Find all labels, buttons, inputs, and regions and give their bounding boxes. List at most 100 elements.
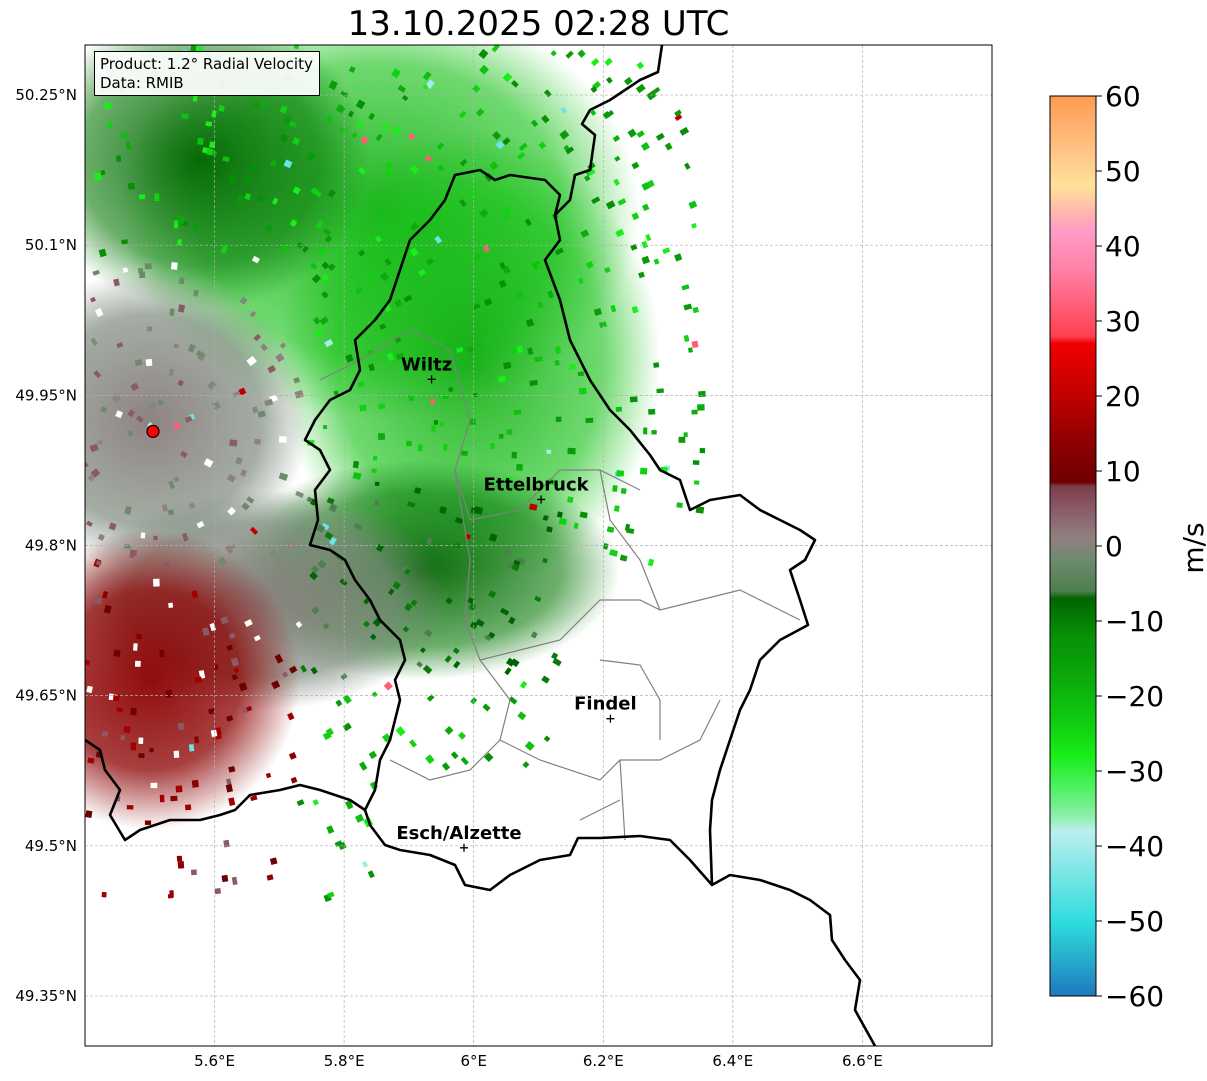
colorbar-scale [1049, 95, 1097, 997]
velocity-bin [133, 643, 138, 651]
velocity-bin [492, 131, 502, 141]
velocity-bin [643, 427, 648, 435]
velocity-bin [439, 422, 444, 427]
velocity-bin [311, 274, 322, 284]
velocity-bin [198, 847, 205, 854]
velocity-bin [248, 165, 257, 174]
velocity-bin [460, 450, 468, 456]
velocity-bin [475, 618, 485, 628]
velocity-bin [391, 68, 401, 79]
colorbar-tick-label: 60 [1105, 80, 1141, 113]
lon-tick-label: 6.2°E [583, 1052, 624, 1070]
colorbar-tick-label: −40 [1105, 830, 1164, 863]
velocity-bin [590, 109, 597, 116]
velocity-bin [518, 142, 528, 151]
velocity-bin [352, 472, 362, 480]
velocity-bin [134, 660, 141, 667]
velocity-bin [120, 735, 126, 740]
velocity-bin [394, 299, 403, 308]
velocity-bin [651, 430, 657, 435]
velocity-bin [93, 596, 103, 605]
velocity-bin [122, 267, 128, 273]
velocity-bin [211, 110, 217, 118]
velocity-bin [278, 472, 289, 481]
velocity-bin [627, 128, 637, 138]
colorbar-tick-label: −10 [1105, 605, 1164, 638]
velocity-bin [95, 560, 102, 566]
velocity-bin [173, 476, 180, 483]
velocity-bin [551, 652, 559, 660]
velocity-bin [579, 511, 588, 519]
velocity-bin [124, 505, 132, 515]
velocity-bin [577, 371, 585, 377]
velocity-bin [368, 363, 376, 372]
velocity-bin [240, 469, 247, 477]
velocity-bin [335, 699, 343, 707]
velocity-bin [354, 813, 365, 823]
velocity-bin [662, 247, 671, 254]
velocity-bin [395, 352, 405, 360]
velocity-bin [552, 657, 562, 667]
velocity-bin [236, 194, 244, 203]
velocity-bin [129, 552, 135, 559]
velocity-bin [145, 358, 153, 367]
velocity-bin [679, 126, 690, 136]
velocity-bin [422, 71, 432, 81]
velocity-bin [416, 661, 423, 668]
velocity-bin [264, 224, 273, 233]
canton-boundaries [319, 329, 801, 841]
plot-frame [84, 44, 993, 1047]
velocity-bin [190, 869, 197, 876]
velocity-bin [678, 436, 686, 443]
velocity-bin [500, 607, 510, 616]
velocity-bin [98, 248, 107, 258]
velocity-bin [683, 334, 690, 342]
velocity-bin [269, 159, 278, 168]
velocity-bin [602, 543, 609, 550]
velocity-bin [253, 634, 261, 642]
velocity-bin [409, 739, 417, 748]
velocity-bin [612, 484, 618, 492]
velocity-bin [358, 250, 365, 257]
velocity-bin [289, 219, 298, 228]
product-info-box: Product: 1.2° Radial Velocity Data: RMIB [94, 51, 320, 96]
velocity-bin [300, 664, 307, 673]
lon-tick-label: 6.6°E [842, 1052, 883, 1070]
velocity-bin [499, 261, 506, 270]
velocity-bin [245, 865, 251, 873]
velocity-bin [288, 120, 297, 128]
velocity-bin [585, 417, 594, 423]
velocity-bin [541, 114, 550, 124]
velocity-bin [610, 304, 617, 313]
velocity-bin [290, 776, 298, 784]
velocity-bin [403, 294, 413, 303]
lat-tick-label: 49.65°N [15, 687, 77, 705]
velocity-bin [181, 113, 189, 119]
city-marker [537, 495, 546, 504]
velocity-bin [699, 448, 706, 454]
velocity-bin [192, 94, 198, 102]
velocity-bin [102, 590, 109, 599]
velocity-bin [645, 233, 652, 242]
velocity-bin [123, 726, 131, 733]
velocity-bin [425, 257, 435, 266]
velocity-bin [599, 321, 607, 328]
velocity-bin [252, 406, 259, 414]
velocity-bin [127, 182, 135, 190]
velocity-bin [491, 45, 500, 53]
velocity-bin [674, 114, 683, 122]
velocity-bin [321, 273, 330, 282]
velocity-bin [144, 263, 152, 270]
velocity-bin [504, 667, 512, 676]
velocity-bin [360, 135, 369, 145]
lat-tick-label: 49.95°N [15, 386, 77, 404]
velocity-bin [140, 532, 146, 539]
velocity-bin [409, 247, 419, 257]
velocity-bin [525, 318, 535, 328]
velocity-bin [444, 655, 452, 663]
velocity-bin [395, 726, 406, 737]
velocity-bin [546, 526, 553, 533]
velocity-bin [691, 222, 697, 229]
velocity-bin [138, 194, 146, 200]
velocity-bin [322, 622, 330, 630]
